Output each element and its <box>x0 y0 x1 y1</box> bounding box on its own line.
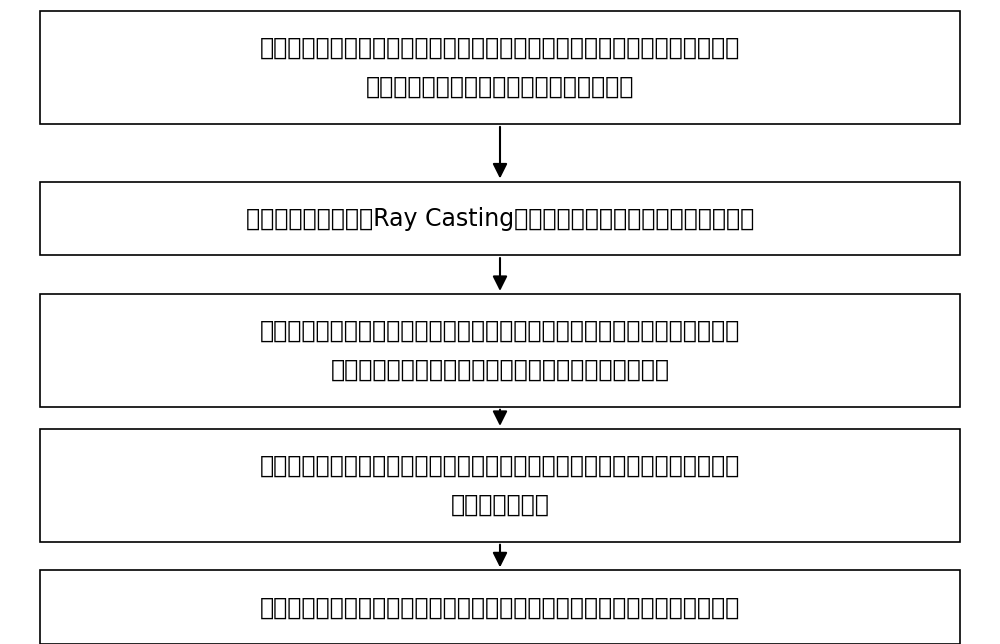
Text: 根据各个样点所处地震工区的数量，确定各个样点对应的子节点数，将各样点
的子节点经不同的联络线依次连接起来，形成一个网络: 根据各个样点所处地震工区的数量，确定各个样点对应的子节点数，将各样点 的子节点经… <box>260 319 740 382</box>
FancyBboxPatch shape <box>40 11 960 124</box>
FancyBboxPatch shape <box>40 294 960 406</box>
Text: 针对每个样点，使用Ray Casting算法得出各个样点所属的三维地震工区: 针对每个样点，使用Ray Casting算法得出各个样点所属的三维地震工区 <box>246 207 754 231</box>
Text: 在盆地范围内选取一条地震测线，在该地震测线上定义多个等距离分布在所述
地震测线上的样点，并获取各个样点的坐标: 在盆地范围内选取一条地震测线，在该地震测线上定义多个等距离分布在所述 地震测线上… <box>260 36 740 99</box>
FancyBboxPatch shape <box>40 571 960 644</box>
FancyBboxPatch shape <box>40 182 960 256</box>
Text: 给各个联络线和节点赋予权重，并利用最短路径法，获取网络中各节点之间最
短路径的顶点集: 给各个联络线和节点赋予权重，并利用最短路径法，获取网络中各节点之间最 短路径的顶… <box>260 453 740 517</box>
Text: 根据顶点集找取对应的地震数据，由地震数据构造三维地震工区的地震剖面图: 根据顶点集找取对应的地震数据，由地震数据构造三维地震工区的地震剖面图 <box>260 596 740 620</box>
FancyBboxPatch shape <box>40 429 960 542</box>
